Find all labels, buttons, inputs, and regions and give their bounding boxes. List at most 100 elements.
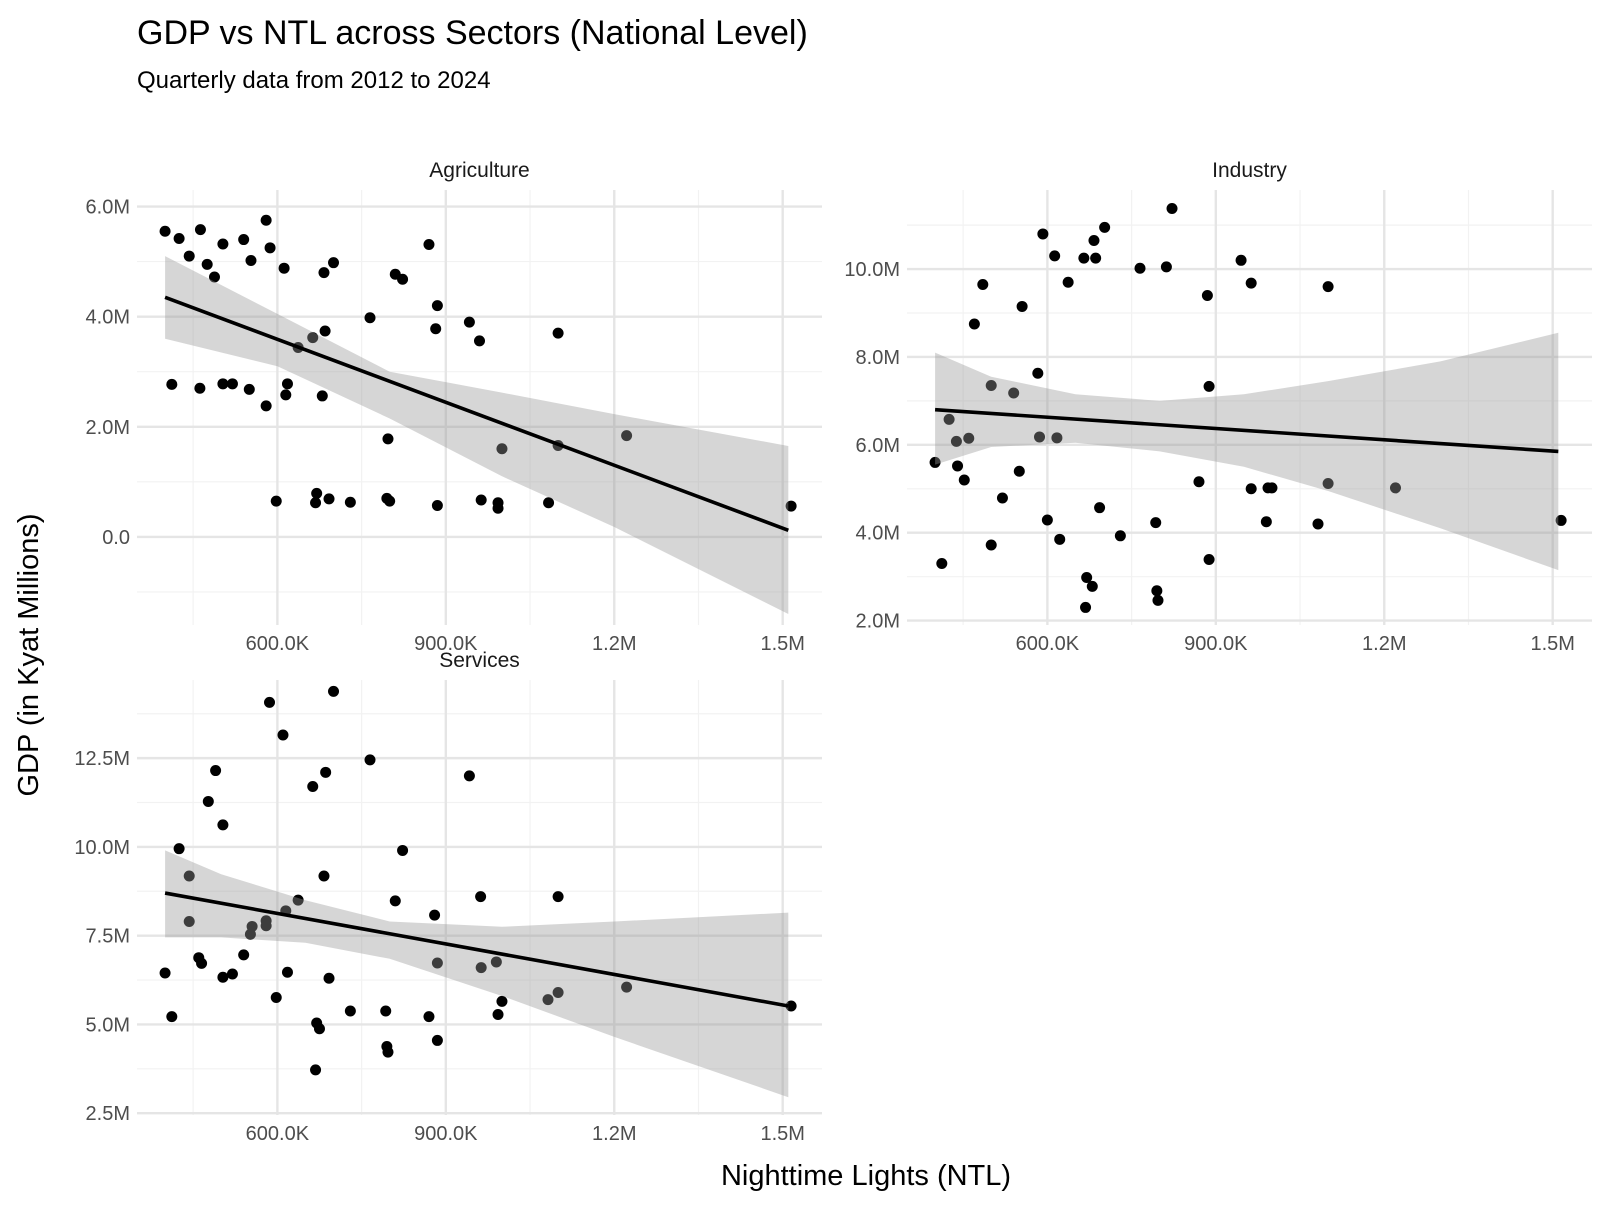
- data-point: [1201, 289, 1213, 301]
- x-tick-label: 1.5M: [760, 1123, 804, 1145]
- y-tick-label: 5.0M: [86, 1014, 130, 1036]
- regression-line: [934, 407, 1559, 454]
- facets-layer: 600.0K 900.0K 1.2M 1.5M 0.0 2.0M 4.0M 6.0M Agric…: [74, 159, 1592, 1145]
- chart-title: GDP vs NTL across Sectors (National Leve…: [137, 14, 808, 52]
- data-point: [270, 991, 282, 1003]
- data-point: [166, 378, 178, 390]
- data-point: [328, 685, 340, 697]
- data-point: [217, 238, 229, 250]
- data-point: [943, 413, 955, 425]
- data-point: [490, 956, 502, 968]
- data-point: [1088, 235, 1100, 247]
- data-point: [431, 500, 443, 512]
- data-point: [1094, 502, 1106, 514]
- data-point: [323, 493, 335, 505]
- data-point: [1322, 281, 1334, 293]
- data-point: [1041, 514, 1053, 526]
- data-point: [1235, 254, 1247, 266]
- data-point: [397, 844, 409, 856]
- data-point: [183, 870, 195, 882]
- data-point: [1008, 387, 1020, 399]
- data-point: [430, 323, 442, 335]
- y-tick-label: 4.0M: [86, 307, 130, 329]
- data-point: [208, 271, 220, 283]
- y-tick-label: 4.0M: [856, 523, 900, 545]
- data-point: [310, 497, 322, 509]
- data-point: [475, 962, 487, 974]
- y-tick-label: 7.5M: [86, 926, 130, 948]
- data-point: [1086, 580, 1098, 592]
- data-point: [166, 1011, 178, 1023]
- data-point: [1151, 585, 1163, 597]
- data-point: [173, 843, 185, 855]
- data-point: [492, 1009, 504, 1021]
- data-point: [183, 915, 195, 927]
- confidence-band: [935, 332, 1559, 571]
- chart-subtitle: Quarterly data from 2012 to 2024: [137, 67, 491, 94]
- data-point: [328, 257, 340, 269]
- data-point: [280, 389, 292, 401]
- x-tick-label: 1.2M: [592, 633, 636, 655]
- y-axis-title: GDP (in Kyat Millions): [13, 513, 45, 796]
- data-point: [542, 994, 554, 1006]
- data-point: [1245, 483, 1257, 495]
- data-point: [1203, 554, 1215, 566]
- data-point: [1062, 276, 1074, 288]
- x-axis-title: Nighttime Lights (NTL): [721, 1160, 1011, 1192]
- data-point: [950, 435, 962, 447]
- confidence-band: [165, 256, 789, 614]
- data-point: [264, 696, 276, 708]
- data-point: [270, 495, 282, 507]
- data-point: [1312, 518, 1324, 530]
- data-point: [1166, 202, 1178, 214]
- facet-panel-agriculture: 600.0K 900.0K 1.2M 1.5M 0.0 2.0M 4.0M 6.0M Agric…: [86, 159, 822, 655]
- data-point: [344, 496, 356, 508]
- x-tick-label: 900.0K: [1184, 633, 1248, 655]
- data-point: [397, 273, 409, 285]
- data-point: [996, 492, 1008, 504]
- data-point: [1049, 250, 1061, 262]
- data-point: [226, 378, 238, 390]
- y-tick-label: 8.0M: [856, 347, 900, 369]
- data-point: [380, 1005, 392, 1017]
- data-point: [552, 891, 564, 903]
- data-point: [431, 957, 443, 969]
- y-tick-label: 2.5M: [86, 1103, 130, 1125]
- confidence-band: [165, 850, 789, 1098]
- data-point: [389, 895, 401, 907]
- data-point: [344, 1005, 356, 1017]
- y-tick-label: 10.0M: [844, 259, 900, 281]
- data-point: [1090, 252, 1102, 264]
- facet-panel-industry: 600.0K 900.0K 1.2M 1.5M 2.0M 4.0M 6.0M 8.0M 10.0…: [844, 159, 1592, 655]
- data-point: [1203, 380, 1215, 392]
- x-tick-label: 900.0K: [414, 1123, 478, 1145]
- y-tick-label: 0.0: [102, 527, 130, 549]
- data-point: [382, 1046, 394, 1058]
- data-point: [281, 378, 293, 390]
- x-tick-label: 600.0K: [246, 633, 310, 655]
- data-point: [463, 770, 475, 782]
- data-point: [1114, 530, 1126, 542]
- data-point: [260, 915, 272, 927]
- data-point: [985, 539, 997, 551]
- data-point: [196, 957, 208, 969]
- data-point: [277, 729, 289, 741]
- data-point: [977, 278, 989, 290]
- data-point: [1193, 476, 1205, 488]
- data-point: [311, 487, 323, 499]
- data-point: [785, 500, 797, 512]
- data-point: [323, 972, 335, 984]
- data-point: [217, 819, 229, 831]
- y-tick-label: 6.0M: [86, 197, 130, 219]
- data-point: [1081, 572, 1093, 584]
- y-tick-label: 6.0M: [856, 435, 900, 457]
- facet-strip-label: Agriculture: [429, 159, 529, 182]
- x-tick-label: 1.2M: [1362, 633, 1406, 655]
- data-point: [1266, 482, 1278, 494]
- y-tick-label: 12.5M: [74, 748, 130, 770]
- data-point: [260, 214, 272, 226]
- y-tick-label: 2.0M: [856, 611, 900, 633]
- data-point: [194, 382, 206, 394]
- data-point: [423, 1011, 435, 1023]
